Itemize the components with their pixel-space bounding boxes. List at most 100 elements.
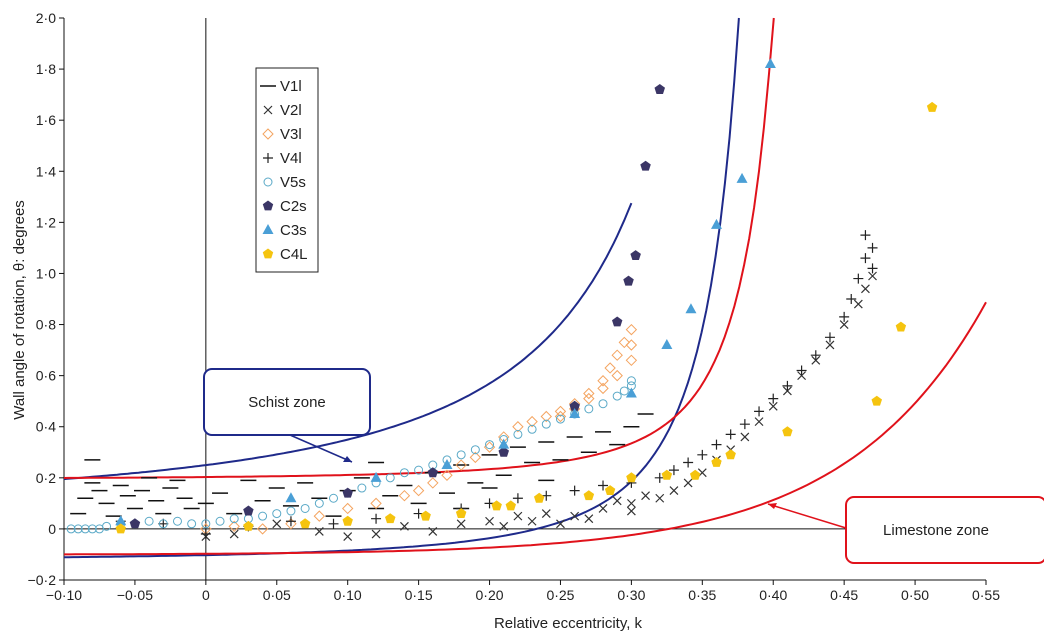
legend-marker bbox=[263, 177, 273, 187]
data-point bbox=[625, 323, 638, 336]
y-tick-label: 1·8 bbox=[36, 61, 56, 77]
data-point bbox=[485, 440, 495, 450]
limestone-zone-pointer bbox=[767, 503, 847, 529]
data-point bbox=[420, 510, 431, 521]
data-point bbox=[414, 465, 424, 475]
data-point bbox=[569, 400, 580, 411]
y-axis-label: Wall angle of rotation, θ: degrees bbox=[11, 200, 28, 420]
y-tick-label: 0·4 bbox=[36, 419, 56, 435]
data-point bbox=[871, 395, 882, 406]
data-point bbox=[618, 336, 630, 349]
data-point bbox=[690, 469, 701, 480]
y-tick-label: 0·8 bbox=[36, 317, 56, 333]
data-point bbox=[710, 218, 722, 229]
data-point bbox=[612, 391, 622, 401]
x-tick-label: −0·10 bbox=[46, 587, 82, 603]
data-point bbox=[860, 230, 871, 241]
data-point bbox=[725, 429, 736, 440]
data-point bbox=[469, 451, 482, 464]
data-point bbox=[215, 516, 225, 526]
data-point bbox=[115, 515, 127, 526]
data-point bbox=[824, 332, 835, 343]
legend-marker bbox=[262, 128, 274, 140]
data-point bbox=[512, 493, 523, 504]
data-point bbox=[286, 506, 296, 516]
legend-box bbox=[255, 67, 319, 273]
data-point bbox=[371, 529, 381, 539]
data-point bbox=[853, 273, 864, 284]
data-point bbox=[541, 419, 551, 429]
data-point bbox=[412, 484, 425, 497]
data-point bbox=[285, 518, 297, 530]
data-point bbox=[625, 354, 638, 367]
data-point bbox=[754, 417, 764, 427]
data-point bbox=[400, 521, 409, 531]
data-point bbox=[243, 520, 254, 531]
data-point bbox=[583, 387, 595, 400]
data-point bbox=[144, 516, 154, 526]
legend-marker bbox=[263, 153, 273, 163]
data-point bbox=[342, 515, 353, 526]
data-point bbox=[370, 497, 382, 510]
data-point bbox=[683, 478, 693, 488]
x-tick-label: 0·35 bbox=[688, 587, 716, 603]
data-point bbox=[370, 471, 382, 482]
data-point bbox=[654, 84, 665, 94]
y-tick-label: −0·2 bbox=[28, 572, 57, 588]
data-point bbox=[201, 519, 211, 529]
data-point bbox=[683, 457, 694, 468]
data-point bbox=[584, 514, 594, 524]
y-tick-label: 0·2 bbox=[36, 470, 56, 486]
x-tick-label: 0·15 bbox=[405, 587, 433, 603]
data-point bbox=[630, 250, 641, 260]
x-tick-label: 0 bbox=[202, 587, 210, 603]
data-point bbox=[428, 527, 438, 536]
data-point bbox=[626, 506, 636, 516]
data-point bbox=[697, 449, 708, 460]
data-point bbox=[736, 172, 748, 183]
data-point bbox=[611, 349, 623, 361]
data-point bbox=[456, 450, 466, 460]
legend-label: V1l bbox=[280, 78, 302, 95]
data-point bbox=[867, 242, 878, 253]
data-point bbox=[611, 369, 623, 382]
data-point bbox=[357, 483, 367, 493]
data-point bbox=[341, 502, 354, 515]
data-point bbox=[868, 271, 877, 281]
schist-upper-boundary bbox=[63, 202, 633, 481]
series-C2s bbox=[129, 84, 665, 529]
schist-lower-boundary bbox=[64, 17, 740, 559]
data-point bbox=[129, 518, 141, 529]
data-point bbox=[725, 449, 736, 460]
data-point bbox=[598, 399, 608, 409]
series-C4L bbox=[115, 101, 938, 534]
zone-annotations: Schist zone Limestone zone bbox=[203, 368, 1044, 564]
data-point bbox=[87, 524, 97, 534]
data-point bbox=[313, 510, 326, 522]
data-point bbox=[328, 518, 339, 529]
limestone-zone-box bbox=[845, 496, 1044, 564]
data-point bbox=[583, 392, 595, 405]
y-tick-label: 1·0 bbox=[36, 265, 56, 281]
data-point bbox=[455, 508, 467, 518]
data-point bbox=[655, 493, 665, 503]
legend-label: V3l bbox=[280, 126, 302, 143]
data-point bbox=[782, 426, 793, 437]
legend-marker bbox=[262, 224, 274, 234]
data-point bbox=[229, 529, 239, 539]
data-point bbox=[597, 375, 609, 387]
data-point bbox=[598, 480, 609, 491]
data-point bbox=[612, 316, 623, 327]
x-tick-label: 0·50 bbox=[901, 587, 929, 603]
y-tick-label: 1·6 bbox=[36, 112, 56, 128]
data-point bbox=[554, 410, 567, 423]
data-point bbox=[584, 404, 594, 414]
x-tick-label: −0·05 bbox=[117, 587, 153, 603]
data-point bbox=[685, 303, 697, 314]
data-point bbox=[640, 160, 651, 171]
data-point bbox=[498, 438, 510, 449]
data-point bbox=[491, 500, 502, 511]
data-point bbox=[441, 459, 453, 470]
data-point bbox=[256, 523, 269, 535]
